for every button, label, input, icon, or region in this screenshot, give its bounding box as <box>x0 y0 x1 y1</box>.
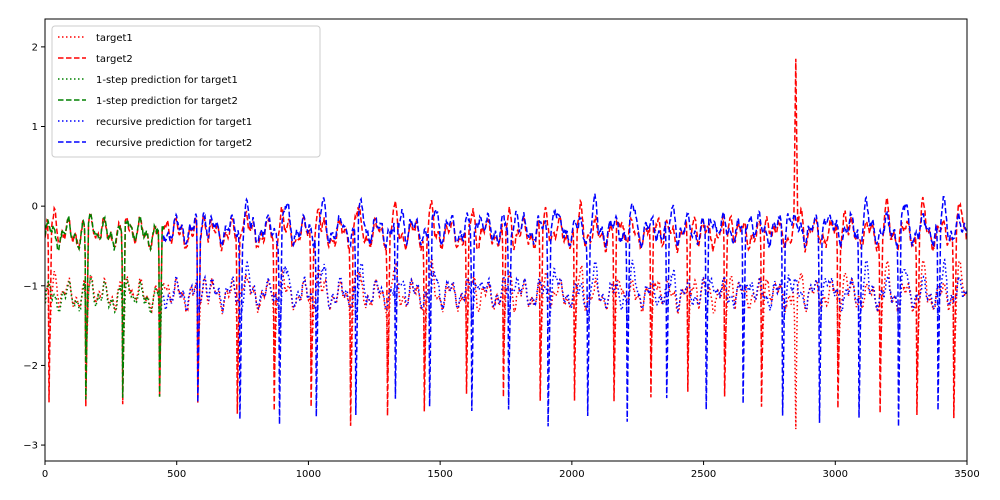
plot-frame <box>44 18 968 462</box>
y-tick-label: −2 <box>23 361 38 372</box>
legend-label: 1-step prediction for target1 <box>96 75 238 86</box>
legend-label: 1-step prediction for target2 <box>96 96 238 107</box>
x-tick-label: 500 <box>167 469 186 480</box>
series-layer <box>45 58 967 430</box>
y-tick-label: −1 <box>23 281 38 292</box>
legend-label: target1 <box>96 33 133 44</box>
series-line-6 <box>162 193 967 427</box>
y-tick-label: 0 <box>32 202 38 213</box>
x-tick-label: 2500 <box>691 469 716 480</box>
x-axis: 0 500 1000 1500 2000 2500 3000 3500 <box>42 461 980 480</box>
series-line-4 <box>45 213 165 400</box>
legend-box <box>51 25 321 158</box>
legend-label: target2 <box>96 54 133 65</box>
y-axis: −3 −2 −1 0 1 2 <box>23 42 45 452</box>
x-tick-label: 1000 <box>296 469 321 480</box>
x-tick-label: 1500 <box>427 469 452 480</box>
series-line-5 <box>162 258 967 335</box>
legend-label: recursive prediction for target1 <box>96 117 252 128</box>
series-line-3 <box>45 274 164 365</box>
x-tick-label: 2000 <box>559 469 584 480</box>
x-tick-label: 3500 <box>954 469 979 480</box>
legend: target1 target2 1-step prediction for targ… <box>51 25 321 158</box>
legend-label: recursive prediction for target2 <box>96 138 252 149</box>
y-tick-label: 1 <box>32 122 38 133</box>
y-tick-label: 2 <box>32 42 38 53</box>
x-tick-label: 0 <box>42 469 48 480</box>
x-tick-label: 3000 <box>823 469 848 480</box>
y-tick-label: −3 <box>23 441 38 452</box>
